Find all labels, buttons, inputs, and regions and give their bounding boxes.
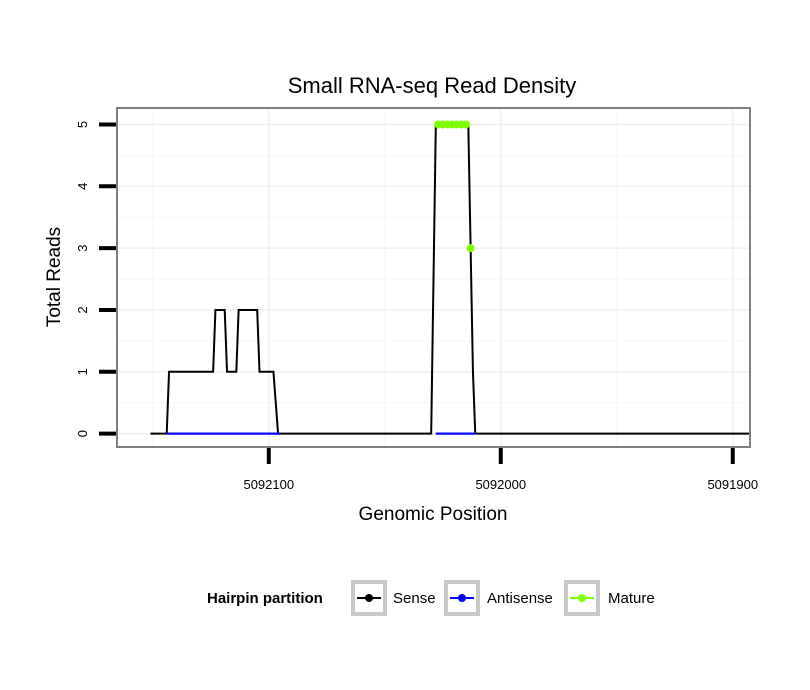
- y-axis: 0 1 2 3 4 5: [75, 121, 116, 437]
- y-axis-title: Total Reads: [44, 227, 65, 327]
- legend-entry-antisense: Antisense: [444, 580, 553, 616]
- legend-entry-mature: Mature: [564, 580, 655, 616]
- mature-points: [434, 120, 475, 253]
- legend-label: Antisense: [487, 590, 553, 607]
- x-axis-title: Genomic Position: [359, 504, 508, 525]
- mature-point: [466, 244, 475, 253]
- sense-series-line: [150, 123, 749, 435]
- legend-entry-sense: Sense: [351, 580, 436, 616]
- legend: Hairpin partition Sense Antisense Mature: [207, 580, 655, 616]
- x-tick-label: 5091900: [707, 477, 758, 492]
- y-tick-label: 2: [75, 306, 90, 313]
- legend-label: Sense: [393, 590, 436, 607]
- chart-title: Small RNA-seq Read Density: [288, 73, 577, 98]
- x-tick-label: 5092100: [243, 477, 294, 492]
- y-tick-label: 0: [75, 430, 90, 437]
- mature-point: [461, 120, 470, 129]
- x-tick-label: 5092000: [475, 477, 526, 492]
- plot-panel-border: [116, 107, 751, 448]
- y-tick-label: 5: [75, 121, 90, 128]
- legend-key-point: [365, 594, 373, 602]
- y-tick-label: 4: [75, 183, 90, 190]
- legend-label: Mature: [608, 590, 655, 607]
- legend-key-point: [458, 594, 466, 602]
- x-axis: 5092100 5092000 5091900: [243, 448, 758, 492]
- legend-entries: Sense Antisense Mature: [351, 580, 655, 616]
- series-lines: [150, 123, 749, 435]
- y-tick-label: 1: [75, 368, 90, 375]
- legend-key-point: [578, 594, 586, 602]
- y-tick-label: 3: [75, 245, 90, 252]
- legend-title: Hairpin partition: [207, 590, 323, 607]
